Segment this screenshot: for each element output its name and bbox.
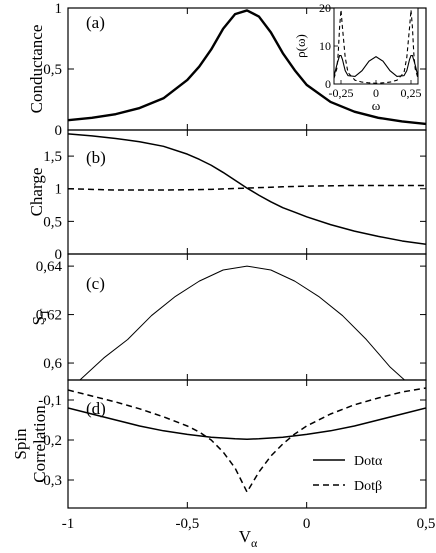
y-tick-label: 0,62 <box>36 308 62 324</box>
y-tick-label: 0,5 <box>43 62 62 78</box>
legend: Dotα Dotβ <box>313 454 383 494</box>
y-axis-label-line: Spin <box>11 428 30 460</box>
inset-y-axis-label: ρ(ω) <box>293 34 308 58</box>
y-tick-label: -0,3 <box>38 473 62 489</box>
series-line-solid-0 <box>68 133 426 245</box>
inset-x-tick-label: -0,25 <box>329 86 354 100</box>
series-line-solid-0 <box>79 265 405 380</box>
panel-d-spin-correlation: -0,3 -0,2 -0,1 (d) Spin Correlation -1 -0,5 0 0,5… <box>11 379 436 550</box>
y-tick-label: 0 <box>55 123 63 139</box>
series-line-dot <box>68 387 426 493</box>
y-tick-label: 0,5 <box>43 214 62 230</box>
plot-frame <box>67 379 427 509</box>
y-tick-label: -0,1 <box>38 393 62 409</box>
inset-x-tick-label: 0,25 <box>401 86 422 100</box>
y-tick-label: 0,64 <box>36 259 63 275</box>
inset-x-axis-label: ω <box>372 98 381 113</box>
x-tick-label: 0 <box>303 516 311 532</box>
y-axis-label-line: Correlation <box>30 405 49 483</box>
y-tick-label: -0,2 <box>38 433 62 449</box>
panel-label: (b) <box>86 148 106 167</box>
y-tick-label: 0 <box>55 247 63 263</box>
series-line-solid-0 <box>68 9 426 126</box>
panel-b-charge: 0 0,5 1 1,5 (b) Charge <box>27 129 427 263</box>
y-tick-label: 0,6 <box>43 356 62 372</box>
panel-label: (d) <box>86 399 106 418</box>
x-tick-label: -0,5 <box>175 516 199 532</box>
y-tick-label: 1 <box>55 182 63 198</box>
x-tick-label: -1 <box>62 516 75 532</box>
inset-y-tick-label: 20 <box>319 1 331 15</box>
plot-frame <box>67 253 427 381</box>
inset-series-solid-1 <box>334 54 418 77</box>
series-line-dashed-1 <box>68 184 426 191</box>
y-axis-label: ST <box>29 308 51 325</box>
inset-y-tick-label: 0 <box>325 77 331 91</box>
x-tick-label: 0,5 <box>417 516 436 532</box>
series-line-dot <box>68 407 426 440</box>
legend-label-dot: Dotα <box>354 454 383 469</box>
y-axis-label: Conductance <box>27 25 46 114</box>
legend-label-dot: Dotβ <box>354 479 382 494</box>
y-tick-label: 1 <box>55 1 63 17</box>
panel-label: (c) <box>86 274 105 293</box>
panel-label: (a) <box>86 13 105 32</box>
inset-y-tick-label: 10 <box>319 39 331 53</box>
inset-x-tick-label: 0 <box>373 86 379 100</box>
x-axis-label: Vα <box>239 527 258 550</box>
y-tick-label: 1,5 <box>43 149 62 165</box>
y-axis-label: Charge <box>27 168 46 217</box>
panel-c-s-t: 0,6 0,62 0,64 (c) ST <box>29 253 427 381</box>
